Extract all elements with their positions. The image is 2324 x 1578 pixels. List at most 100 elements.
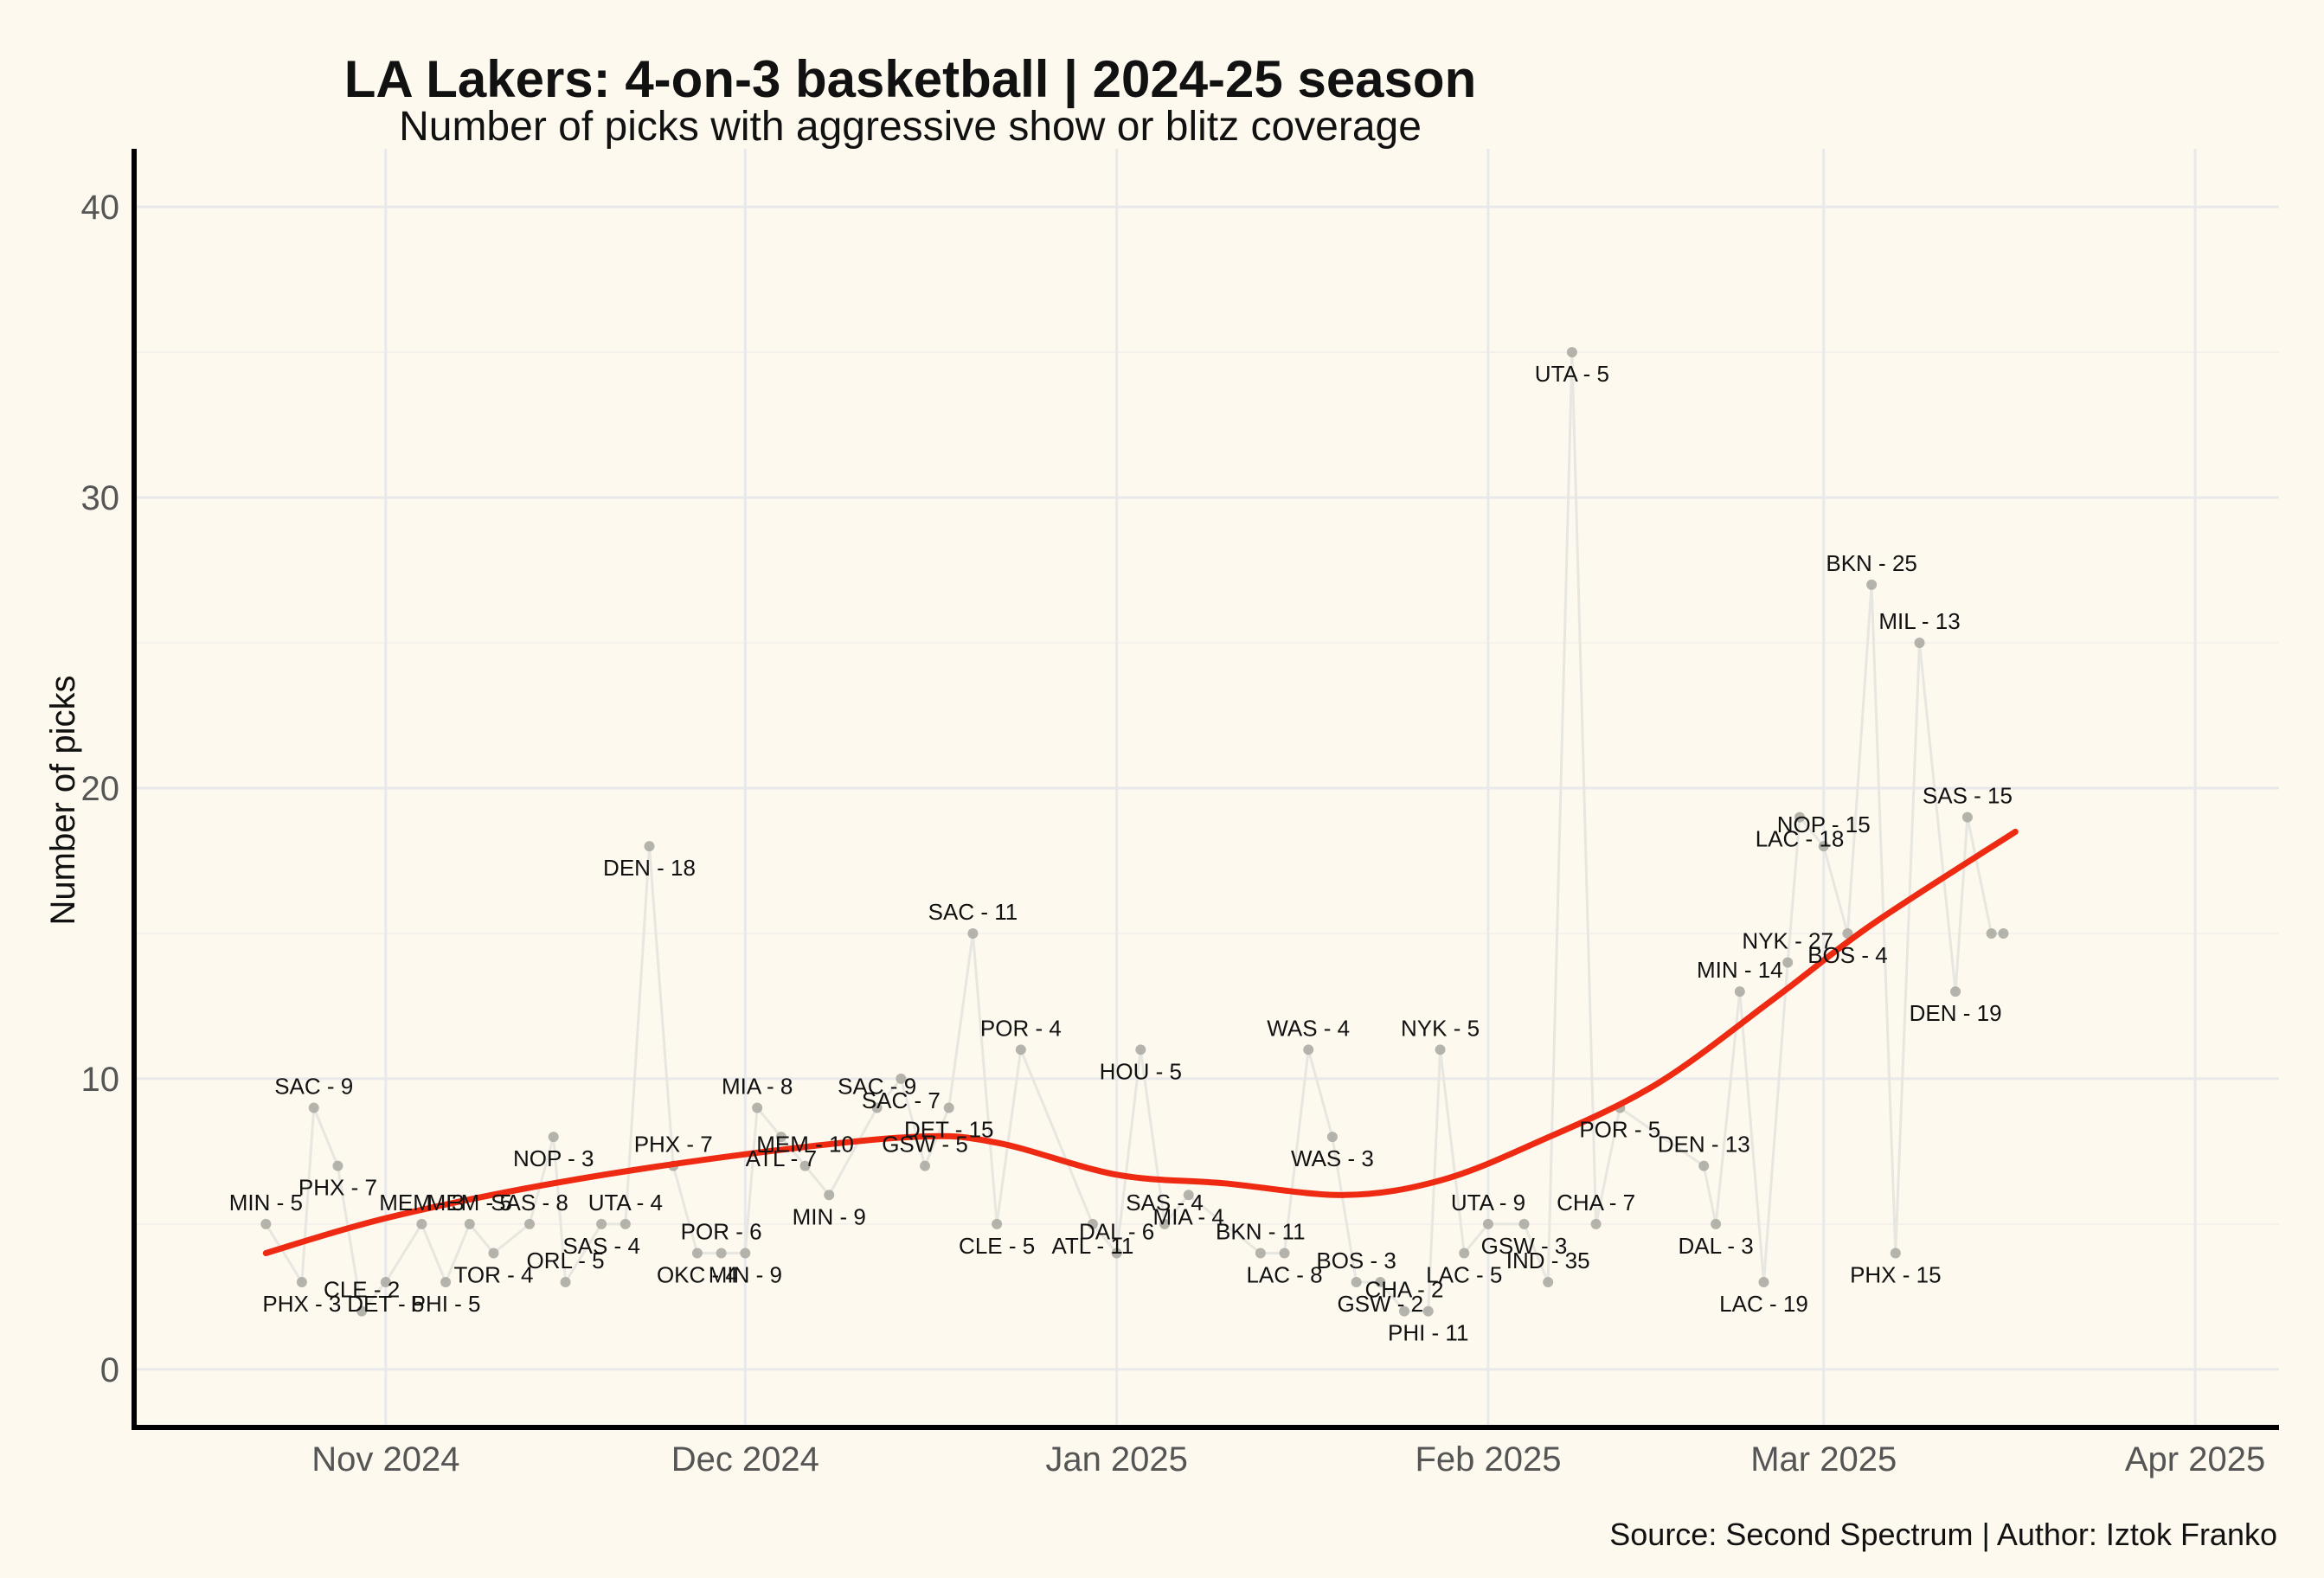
data-point [1399, 1305, 1410, 1317]
data-point [1890, 1248, 1901, 1259]
x-tick-label: Feb 2025 [1415, 1440, 1561, 1479]
y-tick-label: 40 [81, 189, 120, 227]
point-label: NOP - 15 [1777, 811, 1871, 837]
chart-subtitle: Number of picks with aggressive show or … [399, 104, 1422, 150]
point-label: MIA - 4 [1153, 1203, 1224, 1229]
point-label: DEN - 19 [1910, 1000, 2002, 1026]
point-label: LAC - 18 [1756, 826, 1845, 852]
data-point [1961, 811, 1973, 823]
x-axis-ticks: Nov 2024 Dec 2024 Jan 2025 Feb 2025 Mar 2025… [311, 1440, 2265, 1479]
data-point [308, 1102, 319, 1113]
data-point [1159, 1218, 1171, 1229]
data-point [1711, 1218, 1722, 1229]
data-point [560, 1277, 571, 1288]
y-tick-label: 20 [81, 770, 120, 808]
point-label: BOS - 4 [1807, 942, 1887, 968]
point-label: MIN - 9 [709, 1261, 782, 1287]
point-label: IND - 35 [1506, 1248, 1590, 1273]
data-point [896, 1073, 907, 1084]
data-point [380, 1277, 391, 1288]
point-label: PHX - 7 [299, 1175, 377, 1201]
point-label: WAS - 4 [1267, 1015, 1350, 1041]
point-label: MIA - 8 [722, 1074, 793, 1100]
chart-caption: Source: Second Spectrum | Author: Iztok … [1609, 1517, 2277, 1552]
data-point [1518, 1218, 1530, 1229]
point-labels: MIN - 5 PHX - 3 SAC - 9 PHX - 7 CLE - 2 DET -… [229, 361, 2013, 1346]
data-point [1818, 841, 1829, 852]
point-label: DET - 15 [904, 1117, 994, 1143]
point-label: CLE - 2 [324, 1277, 400, 1303]
data-point [644, 841, 655, 852]
data-point [296, 1277, 307, 1288]
point-label: SAC - 9 [274, 1074, 353, 1100]
data-point [1351, 1277, 1362, 1288]
point-label: TOR - 4 [453, 1261, 533, 1287]
data-point [920, 1160, 931, 1171]
point-label: HOU - 5 [1100, 1058, 1182, 1084]
point-label: SAS - 4 [562, 1233, 640, 1259]
data-point [752, 1102, 763, 1113]
data-point [871, 1102, 883, 1113]
data-point [1566, 347, 1577, 358]
x-tick-label: Dec 2024 [671, 1440, 819, 1479]
point-label: NYK - 5 [1401, 1015, 1480, 1041]
point-label: ORL - 5 [527, 1248, 605, 1273]
data-point [1794, 811, 1806, 823]
point-label: BKN - 11 [1216, 1218, 1306, 1244]
data-point [1255, 1248, 1266, 1259]
grid [134, 149, 2279, 1427]
data-point [356, 1305, 368, 1317]
data-point [332, 1160, 343, 1171]
point-label: MIN - 5 [229, 1190, 303, 1216]
data-point [1087, 1218, 1098, 1229]
data-point [1842, 927, 1853, 939]
point-label: SAS - 8 [491, 1190, 568, 1216]
data-point [1950, 986, 1961, 997]
point-label: GSW - 3 [1481, 1233, 1568, 1259]
x-tick-label: Mar 2025 [1750, 1440, 1897, 1479]
data-point [1459, 1248, 1470, 1259]
point-label: PHX - 3 [262, 1291, 341, 1317]
point-label: POR - 4 [980, 1015, 1062, 1041]
data-point [716, 1248, 727, 1259]
y-tick-label: 10 [81, 1061, 120, 1099]
data-point [824, 1190, 835, 1201]
point-label: UTA - 9 [1451, 1190, 1525, 1216]
data-point [1015, 1044, 1026, 1055]
point-label: ATL - 7 [746, 1145, 817, 1171]
x-tick-label: Apr 2025 [2125, 1440, 2265, 1479]
point-label: SAC - 9 [838, 1074, 916, 1100]
data-point [260, 1218, 272, 1229]
point-label: DEN - 18 [603, 855, 696, 881]
data-point [775, 1132, 786, 1143]
data-point [1482, 1218, 1493, 1229]
data-point [1326, 1132, 1338, 1143]
point-label: OKC - 4 [657, 1261, 738, 1287]
point-label: BKN - 25 [1826, 550, 1917, 576]
data-point [440, 1277, 452, 1288]
data-point [1303, 1044, 1314, 1055]
data-point [416, 1218, 427, 1229]
point-label: SAS - 4 [1126, 1190, 1204, 1216]
point-label: DAL - 6 [1079, 1218, 1154, 1244]
data-points [260, 347, 2009, 1317]
data-point [799, 1160, 811, 1171]
data-point [1135, 1044, 1146, 1055]
y-axis-ticks: 0 10 20 30 40 [81, 189, 120, 1389]
point-label: MEM - 10 [756, 1132, 854, 1158]
point-label: GSW - 2 [1337, 1291, 1423, 1317]
point-label: DAL - 3 [1678, 1233, 1753, 1259]
point-label: NOP - 3 [513, 1145, 594, 1171]
point-label: BOS - 3 [1316, 1248, 1396, 1273]
point-label: ATL - 11 [1051, 1233, 1133, 1259]
data-point [992, 1218, 1003, 1229]
point-label: PHX - 15 [1850, 1261, 1942, 1287]
point-label: MEM - 5 [427, 1190, 512, 1216]
data-point [1111, 1248, 1122, 1259]
data-point [596, 1218, 607, 1229]
point-label: POR - 5 [1579, 1117, 1660, 1143]
point-label: MIL - 13 [1878, 608, 1960, 634]
point-label: SAC - 7 [862, 1087, 941, 1113]
data-point [524, 1218, 536, 1229]
point-label: MIN - 9 [793, 1203, 866, 1229]
